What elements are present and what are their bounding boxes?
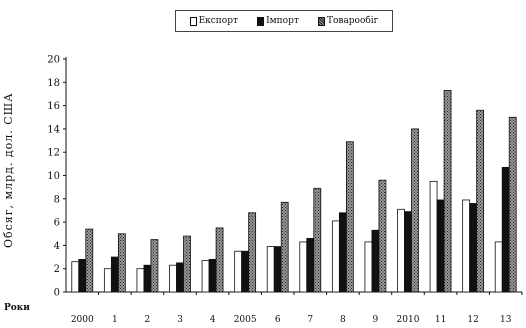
bar-turnover (150, 239, 159, 293)
bar-import (371, 229, 380, 293)
x-tick-label: 12 (467, 315, 478, 325)
y-tick-label: 14 (47, 124, 60, 135)
bar-turnover (183, 235, 191, 293)
x-tick-label: 6 (275, 315, 281, 325)
x-tick-label: 7 (307, 315, 313, 325)
legend-item-turnover: Товарообіг (317, 16, 379, 26)
bar-export (299, 241, 308, 293)
bar-export (494, 241, 503, 293)
y-tick-label: 20 (47, 55, 60, 66)
bar-export (429, 180, 438, 293)
legend-item-export: Експорт (189, 16, 238, 26)
x-tick-label: 8 (340, 315, 346, 325)
bar-import (338, 212, 347, 293)
bar-turnover (378, 179, 387, 293)
bar-import (404, 211, 412, 293)
bar-turnover (85, 228, 94, 293)
x-tick-label: 1 (112, 315, 118, 325)
y-tick-label: 6 (54, 218, 60, 229)
bar-import (501, 166, 510, 293)
bar-import (306, 238, 315, 293)
bar-turnover (215, 227, 224, 293)
x-tick-label: 2 (145, 315, 151, 325)
x-tick-label: 9 (373, 315, 379, 325)
bar-import (469, 203, 478, 293)
bar-import (143, 264, 152, 293)
x-tick-label: 13 (500, 315, 512, 325)
x-tick-label: 2010 (397, 315, 420, 325)
legend-label-import: Імпорт (266, 16, 299, 26)
legend-label-turnover: Товарообіг (326, 16, 379, 26)
bar-export (331, 220, 340, 293)
bar-turnover (280, 201, 289, 293)
bar-export (266, 246, 275, 293)
y-tick-label: 2 (54, 264, 60, 275)
bar-export (397, 208, 405, 293)
bar-import (78, 258, 87, 293)
bar-turnover (476, 109, 485, 293)
x-tick-label: 3 (177, 315, 183, 325)
y-tick-label: 0 (54, 288, 60, 299)
legend-swatch-import (257, 16, 265, 26)
bar-turnover (313, 187, 322, 293)
legend-swatch-export (189, 16, 197, 26)
bar-import (241, 250, 250, 293)
bar-export (462, 199, 471, 293)
bar-turnover (117, 233, 126, 293)
legend-swatch-turnover (317, 16, 325, 26)
bar-turnover (443, 90, 452, 293)
y-tick-label: 10 (47, 171, 60, 182)
y-tick-label: 8 (54, 194, 60, 205)
bar-turnover (411, 128, 419, 293)
x-tick-label: 2005 (234, 315, 257, 325)
legend: Експорт Імпорт Товарообіг (175, 10, 393, 32)
x-tick-label: 2000 (71, 315, 94, 325)
bar-export (364, 241, 373, 293)
bar-import (208, 258, 217, 293)
x-axis-title: Роки (4, 303, 30, 313)
bar-import (436, 199, 445, 293)
x-tick-label: 11 (435, 315, 446, 325)
bar-export (234, 250, 243, 293)
x-tick-label: 4 (210, 315, 216, 325)
y-tick-label: 4 (54, 241, 60, 252)
y-tick-label: 12 (47, 148, 60, 159)
legend-label-export: Експорт (198, 16, 238, 26)
bar-export (169, 264, 177, 293)
y-tick-label: 16 (47, 101, 60, 112)
bar-import (176, 262, 184, 293)
bar-export (71, 261, 80, 293)
legend-item-import: Імпорт (257, 16, 299, 26)
bar-turnover (248, 212, 257, 293)
bar-turnover (345, 141, 354, 293)
bar-export (136, 268, 145, 293)
bar-import (110, 256, 119, 293)
y-tick-label: 18 (47, 78, 60, 89)
bar-export (201, 260, 210, 293)
bar-export (103, 268, 112, 293)
bar-import (273, 246, 282, 293)
bar-turnover (508, 116, 517, 293)
